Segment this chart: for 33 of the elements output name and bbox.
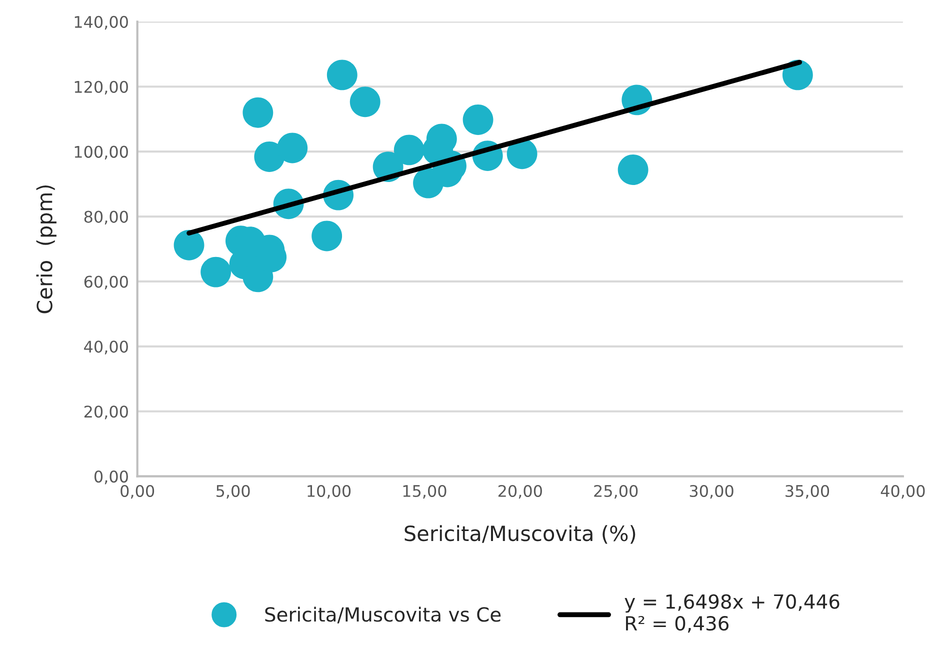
x-tick-label: 5,00 xyxy=(216,484,250,499)
point xyxy=(242,97,274,128)
x-tick-label: 15,00 xyxy=(403,484,446,499)
x-tick-label: 10,00 xyxy=(308,484,351,499)
y-tick-label: 140,00 xyxy=(74,16,128,30)
y-axis-title: Cerio (ppm) xyxy=(36,185,56,314)
point xyxy=(326,60,358,90)
y-tick-label: 120,00 xyxy=(74,80,128,95)
y-tick-label: 0,00 xyxy=(94,470,128,484)
x-tick-label: 35,00 xyxy=(786,484,830,499)
point xyxy=(174,230,204,260)
y-tick-label: 60,00 xyxy=(84,276,128,290)
legend-label: Sericita/Muscovita vs Ce xyxy=(265,606,501,624)
x-tick-label: 0,00 xyxy=(120,484,154,499)
y-tick-label: 40,00 xyxy=(84,340,128,354)
point xyxy=(254,142,285,172)
x-tick-label: 30,00 xyxy=(690,484,734,499)
point xyxy=(350,86,380,118)
y-tick-label: 80,00 xyxy=(84,210,128,224)
y-tick-label: 20,00 xyxy=(84,406,128,420)
point xyxy=(200,256,232,288)
legend-label: y = 1,6498x + 70,446 R² = 0,436 xyxy=(624,594,840,633)
x-tick-label: 20,00 xyxy=(498,484,542,499)
point xyxy=(462,104,494,135)
point xyxy=(312,220,342,252)
point xyxy=(618,154,648,185)
x-tick-label: 25,00 xyxy=(594,484,638,499)
point xyxy=(394,134,424,166)
y-tick-label: 100,00 xyxy=(74,146,128,160)
point xyxy=(506,138,538,170)
x-tick-label: 40,00 xyxy=(880,484,925,499)
point xyxy=(277,132,308,164)
x-axis-title: Sericita/Muscovita (%) xyxy=(404,525,636,544)
